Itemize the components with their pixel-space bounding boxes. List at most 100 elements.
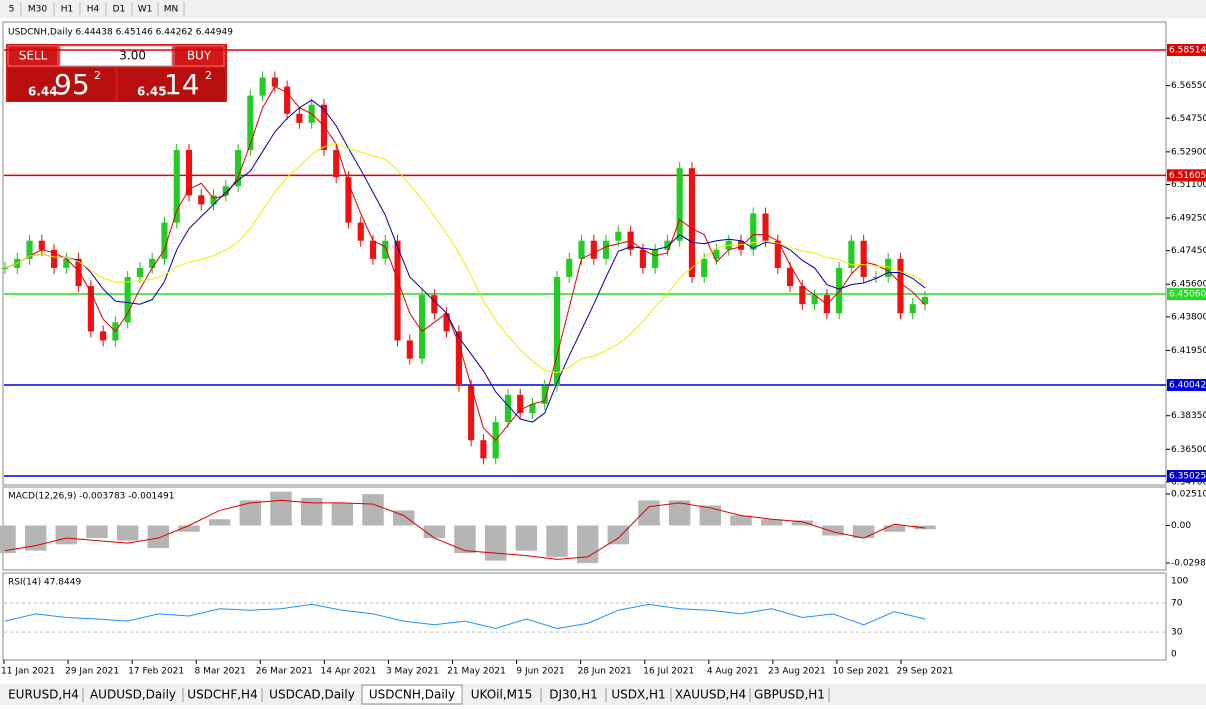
tab-bar <box>0 684 1206 705</box>
price-tick-label: 6.54750 <box>1171 114 1206 124</box>
candle <box>811 295 818 305</box>
macd-bar <box>300 497 323 526</box>
candle <box>787 267 794 287</box>
tab[interactable]: DJ30,H1 <box>549 688 598 702</box>
trade-panel: SELL 3.00 BUY 6.44 95 2 6.45 14 2 <box>6 44 227 102</box>
buy-label[interactable]: BUY <box>187 49 212 63</box>
tab[interactable]: EURUSD,H4 <box>8 688 79 702</box>
symbol-info: USDCNH,Daily 6.44438 6.45146 6.44262 6.4… <box>8 28 233 38</box>
candle <box>394 240 401 341</box>
timeframe[interactable]: W1 <box>138 5 153 15</box>
candle <box>750 213 757 250</box>
candle <box>320 104 327 151</box>
toolbar <box>0 0 1206 18</box>
candle <box>676 168 683 241</box>
bid-pips: 95 <box>54 68 90 101</box>
ask-box[interactable] <box>118 68 225 101</box>
timeframe[interactable]: 5 <box>9 5 15 15</box>
macd-bar <box>822 525 844 536</box>
date-label: 3 May 2021 <box>386 667 439 677</box>
candle <box>688 168 695 277</box>
macd-bar <box>699 505 722 526</box>
candle <box>897 258 904 314</box>
timeframe[interactable]: D1 <box>113 5 126 15</box>
macd-label: MACD(12,26,9) -0.003783 -0.001491 <box>8 492 174 502</box>
lots-input[interactable] <box>59 45 173 67</box>
ask-frac: 2 <box>205 69 212 82</box>
date-label: 14 Apr 2021 <box>321 667 377 677</box>
level-tag <box>1167 470 1206 483</box>
date-label: 26 Mar 2021 <box>256 667 313 677</box>
timeframe[interactable]: H1 <box>61 5 74 15</box>
candle <box>161 222 168 259</box>
candle <box>406 340 413 359</box>
lots-value[interactable]: 3.00 <box>119 49 146 63</box>
macd-bar <box>270 491 292 526</box>
candle <box>541 385 548 404</box>
macd-bar <box>454 525 476 554</box>
macd-bar <box>760 519 783 526</box>
tab[interactable]: AUDUSD,Daily <box>90 688 176 702</box>
macd-bar <box>484 525 507 561</box>
tab[interactable]: XAUUSD,H4 <box>675 688 746 702</box>
candle <box>296 113 303 123</box>
macd-bar <box>392 510 415 526</box>
candle <box>136 267 143 277</box>
macd-tick-label: 0.00 <box>1171 521 1191 531</box>
level-label: 6.40042 <box>1169 381 1206 391</box>
candle <box>185 150 193 196</box>
tab[interactable]: USDX,H1 <box>611 688 665 702</box>
candle <box>26 240 33 259</box>
macd-bar <box>730 515 752 526</box>
tab[interactable]: USDCNH,Daily <box>369 688 455 702</box>
level-tag <box>1167 44 1206 57</box>
candle <box>443 313 450 332</box>
sell-label[interactable]: SELL <box>19 49 48 63</box>
candle <box>149 258 156 268</box>
candle <box>713 249 720 259</box>
timeframe[interactable]: H4 <box>87 5 100 15</box>
level-label: 6.45060 <box>1169 290 1206 300</box>
candle <box>578 240 585 259</box>
ask-pips: 14 <box>164 68 200 101</box>
price-tick-label: 6.47450 <box>1171 246 1206 256</box>
candle <box>247 95 254 151</box>
macd-bar <box>116 525 139 541</box>
bid-box[interactable] <box>8 68 115 101</box>
macd-bar <box>638 500 660 526</box>
candle <box>333 150 340 178</box>
tab[interactable]: USDCHF,H4 <box>187 688 257 702</box>
candle <box>590 240 597 259</box>
candle <box>419 295 426 359</box>
candle <box>652 249 659 268</box>
tab[interactable]: GBPUSD,H1 <box>754 688 825 702</box>
rsi-tick-label: 70 <box>1171 598 1183 608</box>
tab[interactable]: UKOil,M15 <box>471 688 533 702</box>
price-tick-label: 6.52900 <box>1171 147 1206 157</box>
tab[interactable]: USDCAD,Daily <box>269 688 355 702</box>
rsi-tick-label: 100 <box>1171 577 1188 587</box>
macd-bar <box>331 502 354 526</box>
date-label: 4 Aug 2021 <box>707 667 759 677</box>
date-label: 28 Jun 2021 <box>578 667 632 677</box>
timeframe[interactable]: M30 <box>28 5 47 15</box>
candle <box>566 258 573 277</box>
candle <box>836 267 843 314</box>
candle <box>504 394 511 423</box>
candle <box>1 267 9 269</box>
price-tick-label: 6.51100 <box>1171 180 1206 190</box>
candle <box>63 258 70 268</box>
candle <box>848 240 855 268</box>
macd-bar <box>239 500 262 526</box>
sell-button[interactable] <box>7 45 59 67</box>
macd-signal <box>4 499 926 560</box>
candle <box>664 240 671 250</box>
candle <box>198 195 205 205</box>
buy-button[interactable] <box>173 45 225 67</box>
candle <box>369 240 377 259</box>
candle <box>762 213 769 241</box>
candle <box>701 258 708 277</box>
timeframe[interactable]: MN <box>164 5 179 15</box>
